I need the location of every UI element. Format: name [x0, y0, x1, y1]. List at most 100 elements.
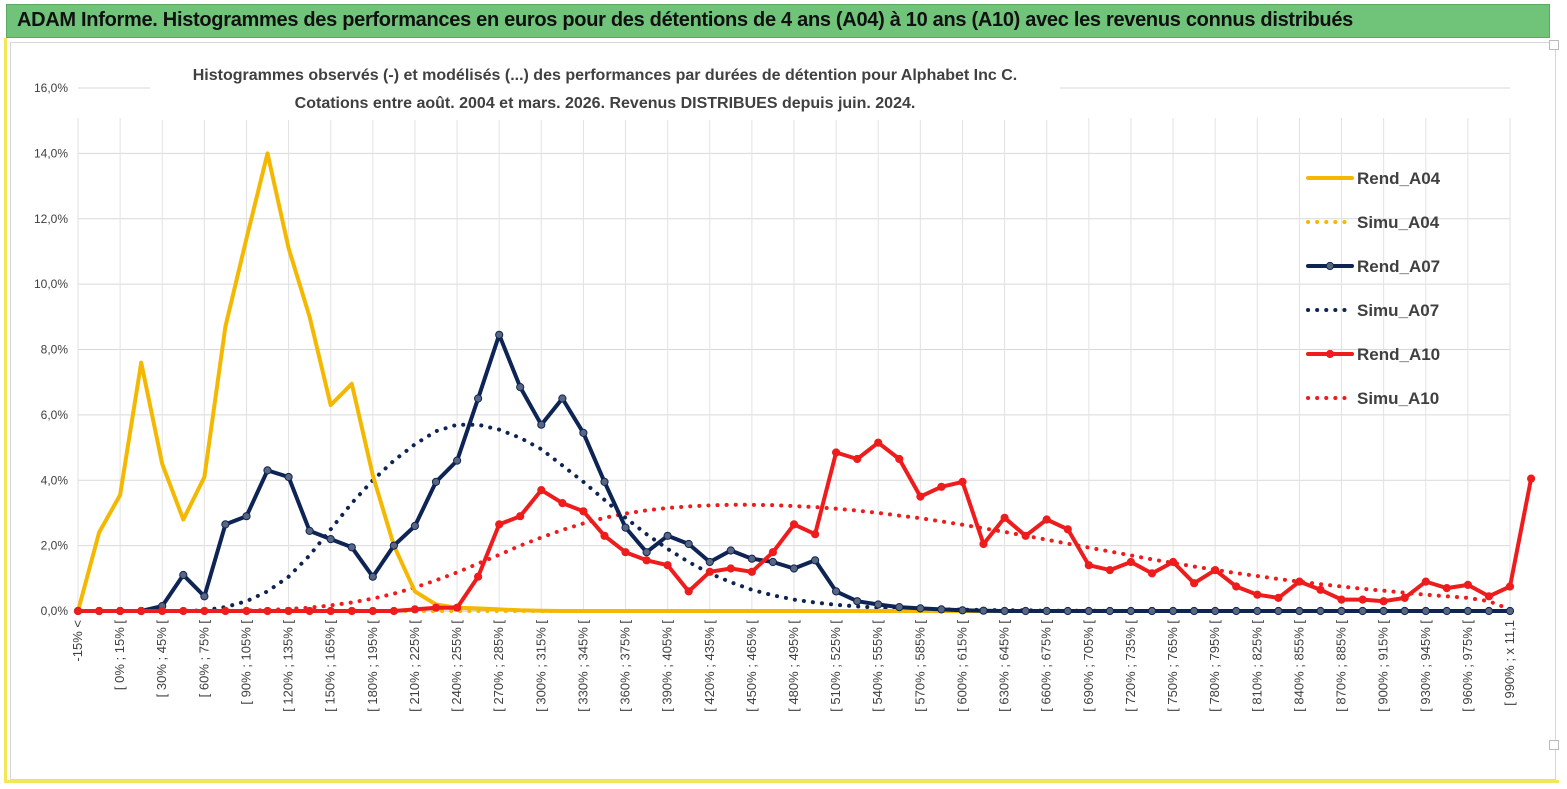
data-point — [726, 564, 735, 573]
y-tick-label: 0,0% — [41, 604, 69, 618]
resize-handle-bottom[interactable] — [1549, 740, 1559, 750]
data-point — [1126, 606, 1136, 616]
data-point — [768, 548, 778, 557]
data-point — [347, 543, 356, 552]
data-point — [516, 383, 525, 392]
data-point — [1316, 606, 1325, 616]
y-tick-label: 12,0% — [34, 212, 68, 226]
data-point — [1169, 606, 1178, 616]
legend-marker — [1325, 261, 1335, 271]
data-point — [958, 606, 967, 615]
data-point — [600, 531, 609, 540]
data-point — [284, 472, 293, 482]
data-point — [1147, 606, 1157, 616]
data-point — [474, 572, 483, 581]
data-point — [558, 499, 567, 508]
data-point — [1400, 606, 1409, 616]
data-point — [1484, 606, 1494, 616]
data-point — [1295, 577, 1304, 586]
data-point — [1105, 566, 1115, 575]
data-point — [1126, 557, 1136, 567]
data-point — [1358, 606, 1367, 616]
data-point — [600, 477, 609, 486]
data-point — [558, 394, 567, 403]
x-tick-label: [ 600% ; 615% [ — [954, 620, 969, 712]
data-point — [179, 570, 188, 580]
data-point — [916, 492, 925, 501]
x-tick-label: [ 330% ; 345% [ — [575, 620, 590, 712]
y-tick-label: 8,0% — [41, 343, 69, 357]
data-point — [1463, 606, 1473, 616]
data-point — [1358, 595, 1367, 604]
data-point — [1232, 606, 1241, 616]
data-point — [811, 530, 820, 539]
data-point — [979, 606, 988, 615]
x-tick-label: [ 570% ; 585% [ — [912, 620, 927, 712]
legend-label: Rend_A04 — [1357, 169, 1441, 188]
x-tick-label: [ 270% ; 285% [ — [491, 620, 506, 712]
data-point — [811, 556, 820, 565]
x-tick-label: [ 450% ; 465% [ — [744, 620, 759, 712]
x-tick-label: -15% < — [70, 620, 85, 662]
data-point — [1000, 606, 1009, 616]
legend-marker — [1325, 349, 1335, 359]
legend-label: Rend_A07 — [1357, 257, 1440, 276]
data-point — [832, 587, 841, 596]
data-point — [937, 605, 946, 614]
series-line-simu-a07 — [76, 422, 1512, 613]
y-tick-label: 4,0% — [41, 473, 69, 487]
x-tick-label: [ 930% ; 945% [ — [1418, 620, 1433, 712]
data-point — [1400, 593, 1409, 603]
chart-title-line1: Histogrammes observés (-) et modélisés (… — [193, 67, 1018, 84]
data-point — [663, 531, 672, 540]
data-point — [95, 606, 104, 616]
bottom-accent-border — [4, 780, 1559, 783]
y-tick-label: 10,0% — [34, 277, 68, 291]
data-point — [916, 604, 925, 613]
data-point — [1484, 592, 1494, 601]
data-point — [1232, 582, 1241, 591]
data-point — [1063, 525, 1072, 534]
data-point — [1253, 590, 1262, 599]
data-point — [853, 454, 862, 464]
data-point — [1253, 606, 1262, 616]
data-point — [495, 330, 504, 339]
x-tick-label: [ 900% ; 915% [ — [1376, 620, 1391, 712]
data-point — [347, 606, 356, 616]
data-point — [895, 603, 904, 612]
x-tick-label: [ 150% ; 165% [ — [323, 620, 338, 712]
x-tick-label: [ 780% ; 795% [ — [1207, 620, 1222, 712]
data-point — [1527, 474, 1536, 483]
data-point — [263, 606, 272, 616]
data-point — [516, 512, 525, 521]
resize-handle-top[interactable] — [1549, 40, 1559, 50]
legend-label: Simu_A04 — [1357, 213, 1440, 232]
data-point — [1505, 582, 1515, 591]
data-point — [642, 556, 651, 565]
data-point — [1295, 606, 1304, 616]
data-point — [389, 606, 398, 616]
data-point — [410, 605, 419, 614]
x-tick-label: [ 180% ; 195% [ — [365, 620, 380, 712]
data-point — [621, 548, 630, 557]
data-point — [642, 548, 651, 557]
data-point — [242, 512, 251, 521]
x-tick-label: [ 30% ; 45% [ — [154, 620, 169, 698]
x-tick-label: [ 990% ; x 11,1 — [1502, 620, 1517, 706]
data-point — [453, 456, 462, 465]
data-point — [389, 541, 398, 550]
x-tick-label: [ 480% ; 495% [ — [786, 620, 801, 712]
data-point — [431, 603, 441, 612]
data-point — [895, 454, 904, 464]
data-point — [1505, 606, 1515, 616]
header-bar: ADAM Informe. Histogrammes des performan… — [6, 4, 1550, 38]
x-tick-label: [ 540% ; 555% [ — [870, 620, 885, 712]
chart-frame — [10, 42, 1556, 780]
data-point — [137, 606, 146, 616]
data-point — [1337, 606, 1346, 616]
data-point — [1421, 577, 1430, 586]
data-point — [1421, 606, 1430, 616]
data-point — [1190, 579, 1199, 588]
x-tick-label: [ 60% ; 75% [ — [196, 620, 211, 698]
